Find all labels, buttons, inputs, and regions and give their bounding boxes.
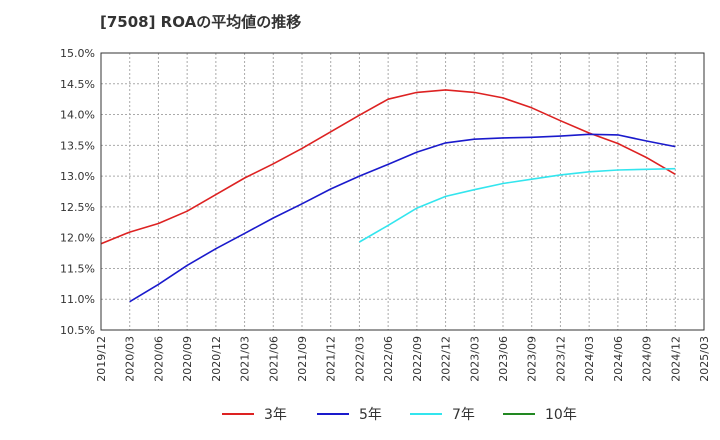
x-tick-label: 2024/09	[641, 336, 654, 382]
x-tick-label: 2021/12	[325, 336, 338, 382]
x-tick-label: 2023/12	[554, 336, 567, 382]
y-tick-label: 10.5%	[60, 324, 95, 337]
y-tick-label: 14.0%	[60, 109, 95, 122]
series-line-1	[129, 133, 676, 303]
grid-lines	[100, 52, 705, 331]
y-tick-label: 13.5%	[60, 139, 95, 152]
y-tick-label: 12.0%	[60, 232, 95, 245]
x-tick-label: 2020/06	[152, 336, 165, 382]
x-axis: 2019/12 2020/03 2020/06 2020/09 2020/12 2021/…	[95, 336, 711, 382]
x-tick-label: 2022/12	[440, 336, 453, 382]
y-tick-label: 13.0%	[60, 170, 95, 183]
y-tick-label: 12.5%	[60, 201, 95, 214]
x-tick-label: 2023/06	[497, 336, 510, 382]
series-line-0	[100, 89, 676, 245]
x-tick-label: 2020/12	[210, 336, 223, 382]
x-tick-label: 2024/03	[583, 336, 596, 382]
y-tick-label: 11.0%	[60, 293, 95, 306]
x-tick-label: 2020/09	[181, 336, 194, 382]
x-tick-label: 2021/03	[239, 336, 252, 382]
x-tick-label: 2023/03	[468, 336, 481, 382]
chart-title: [7508] ROAの平均値の推移	[100, 13, 301, 31]
y-tick-label: 15.0%	[60, 47, 95, 60]
x-tick-label: 2025/03	[698, 336, 711, 382]
x-tick-label: 2023/09	[526, 336, 539, 382]
x-tick-label: 2021/09	[296, 336, 309, 382]
x-tick-label: 2022/03	[353, 336, 366, 382]
y-tick-label: 11.5%	[60, 262, 95, 275]
y-tick-label: 14.5%	[60, 78, 95, 91]
y-axis: 10.5% 11.0% 11.5% 12.0% 12.5% 13.0% 13.5% 14.0%…	[60, 47, 95, 337]
x-tick-label: 2020/03	[124, 336, 137, 382]
x-tick-label: 2021/06	[267, 336, 280, 382]
x-tick-label: 2024/12	[669, 336, 682, 382]
x-tick-label: 2024/06	[612, 336, 625, 382]
legend-label: 10年	[545, 407, 577, 423]
legend-label: 5年	[359, 407, 382, 423]
x-tick-label: 2022/06	[382, 336, 395, 382]
legend-label: 3年	[264, 407, 287, 423]
x-tick-label: 2019/12	[95, 336, 108, 382]
series-lines	[100, 89, 676, 303]
legend-label: 7年	[452, 407, 475, 423]
plot-frame	[100, 52, 705, 331]
legend: 3年 5年 7年 10年	[222, 407, 577, 423]
x-tick-label: 2022/09	[411, 336, 424, 382]
series-line-2	[358, 167, 676, 243]
